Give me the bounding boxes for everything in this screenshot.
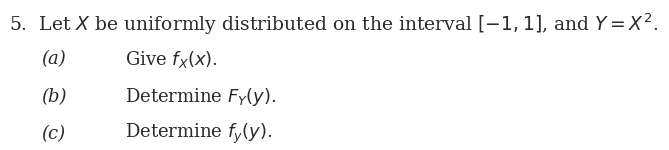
Text: (a): (a) [41,50,66,68]
Text: (c): (c) [41,125,65,143]
Text: Give $f_X(x)$.: Give $f_X(x)$. [125,49,218,70]
Text: Determine $f_y(y)$.: Determine $f_y(y)$. [125,122,273,146]
Text: (b): (b) [41,88,66,106]
Text: 5.  Let $X$ be uniformly distributed on the interval $[-1, 1]$, and $Y = X^2$.: 5. Let $X$ be uniformly distributed on t… [9,12,658,37]
Text: Determine $F_Y(y)$.: Determine $F_Y(y)$. [125,86,277,108]
